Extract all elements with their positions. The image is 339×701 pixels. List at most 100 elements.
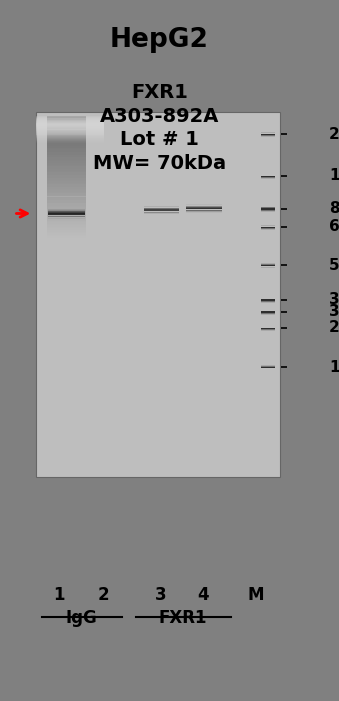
Bar	[36, 126, 104, 135]
Bar	[47, 135, 86, 140]
Bar	[261, 302, 275, 303]
Bar	[36, 116, 104, 125]
Text: 65: 65	[329, 219, 339, 234]
Text: 115: 115	[329, 168, 339, 184]
Bar	[47, 117, 86, 122]
Text: IgG: IgG	[65, 609, 97, 627]
Bar	[47, 160, 86, 165]
Bar	[261, 174, 275, 175]
Bar	[47, 191, 86, 195]
Bar	[261, 229, 275, 230]
Text: 50: 50	[329, 258, 339, 273]
Bar	[36, 118, 104, 127]
Bar	[261, 328, 275, 329]
Text: FXR1: FXR1	[131, 83, 188, 102]
Bar	[47, 152, 86, 157]
Bar	[47, 213, 86, 218]
Bar	[261, 264, 275, 265]
Bar	[36, 125, 104, 134]
Bar	[47, 140, 86, 144]
Bar	[47, 154, 86, 158]
Bar	[47, 230, 86, 235]
Text: HepG2: HepG2	[110, 27, 209, 53]
Text: 80: 80	[329, 201, 339, 216]
Bar	[36, 123, 104, 132]
Bar	[47, 149, 86, 154]
Bar	[47, 119, 86, 123]
Bar	[47, 151, 86, 156]
Bar	[47, 209, 86, 213]
Bar	[47, 178, 86, 183]
Bar	[261, 175, 275, 176]
Bar	[261, 330, 275, 331]
Text: 1: 1	[54, 586, 65, 604]
Bar	[261, 310, 275, 311]
Bar	[47, 193, 86, 198]
Bar	[261, 134, 275, 135]
Bar	[47, 233, 86, 238]
Bar	[47, 186, 86, 191]
Text: 4: 4	[198, 586, 209, 604]
Bar	[47, 177, 86, 182]
Bar	[47, 125, 86, 130]
Bar	[261, 211, 275, 212]
Bar	[47, 131, 86, 135]
Bar	[261, 178, 275, 179]
Bar	[47, 143, 86, 148]
Bar	[36, 131, 104, 140]
Bar	[47, 142, 86, 147]
Bar	[47, 200, 86, 204]
Bar	[36, 130, 104, 139]
Bar	[47, 144, 86, 149]
Bar	[47, 236, 86, 240]
Bar	[47, 116, 86, 121]
Bar	[261, 313, 275, 314]
Bar	[36, 120, 104, 129]
Bar	[47, 128, 86, 132]
Bar	[47, 132, 86, 137]
Bar	[47, 184, 86, 189]
Text: 2: 2	[98, 586, 109, 604]
Bar	[261, 135, 275, 136]
Bar	[47, 219, 86, 224]
Bar	[261, 208, 275, 209]
Bar	[47, 198, 86, 203]
Bar	[261, 300, 275, 301]
Bar	[47, 158, 86, 163]
Bar	[47, 196, 86, 201]
Bar	[47, 170, 86, 175]
Bar	[36, 125, 104, 135]
Bar	[47, 226, 86, 230]
Bar	[47, 122, 86, 126]
Bar	[47, 217, 86, 221]
Bar	[261, 299, 275, 300]
Bar	[47, 156, 86, 160]
Bar	[36, 112, 280, 477]
Bar	[47, 147, 86, 151]
Bar	[47, 148, 86, 152]
Bar	[261, 301, 275, 302]
Bar	[36, 133, 104, 142]
Bar	[47, 183, 86, 187]
Text: 25: 25	[329, 320, 339, 336]
Bar	[36, 118, 104, 128]
Bar	[47, 205, 86, 210]
Bar	[47, 227, 86, 231]
Bar	[47, 215, 86, 219]
Bar	[47, 163, 86, 168]
Bar	[47, 235, 86, 239]
Bar	[47, 161, 86, 166]
Bar	[261, 368, 275, 369]
Bar	[36, 128, 104, 137]
Bar	[261, 314, 275, 315]
Bar	[36, 128, 104, 137]
Bar	[47, 123, 86, 128]
Text: Lot # 1: Lot # 1	[120, 130, 199, 149]
Bar	[261, 227, 275, 228]
Bar	[47, 203, 86, 207]
Bar	[261, 207, 275, 208]
Bar	[261, 366, 275, 367]
Bar	[47, 192, 86, 196]
Bar	[36, 123, 104, 132]
Bar	[47, 229, 86, 233]
